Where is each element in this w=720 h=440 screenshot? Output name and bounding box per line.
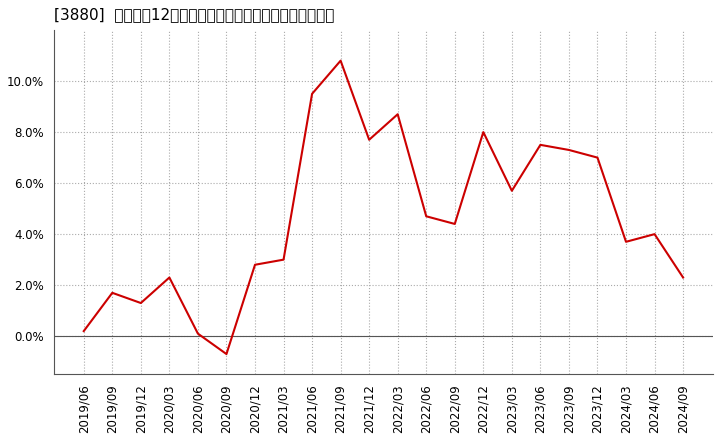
Text: [3880]  売上高の12か月移動合計の対前年同期増減率の推移: [3880] 売上高の12か月移動合計の対前年同期増減率の推移 [54, 7, 334, 22]
